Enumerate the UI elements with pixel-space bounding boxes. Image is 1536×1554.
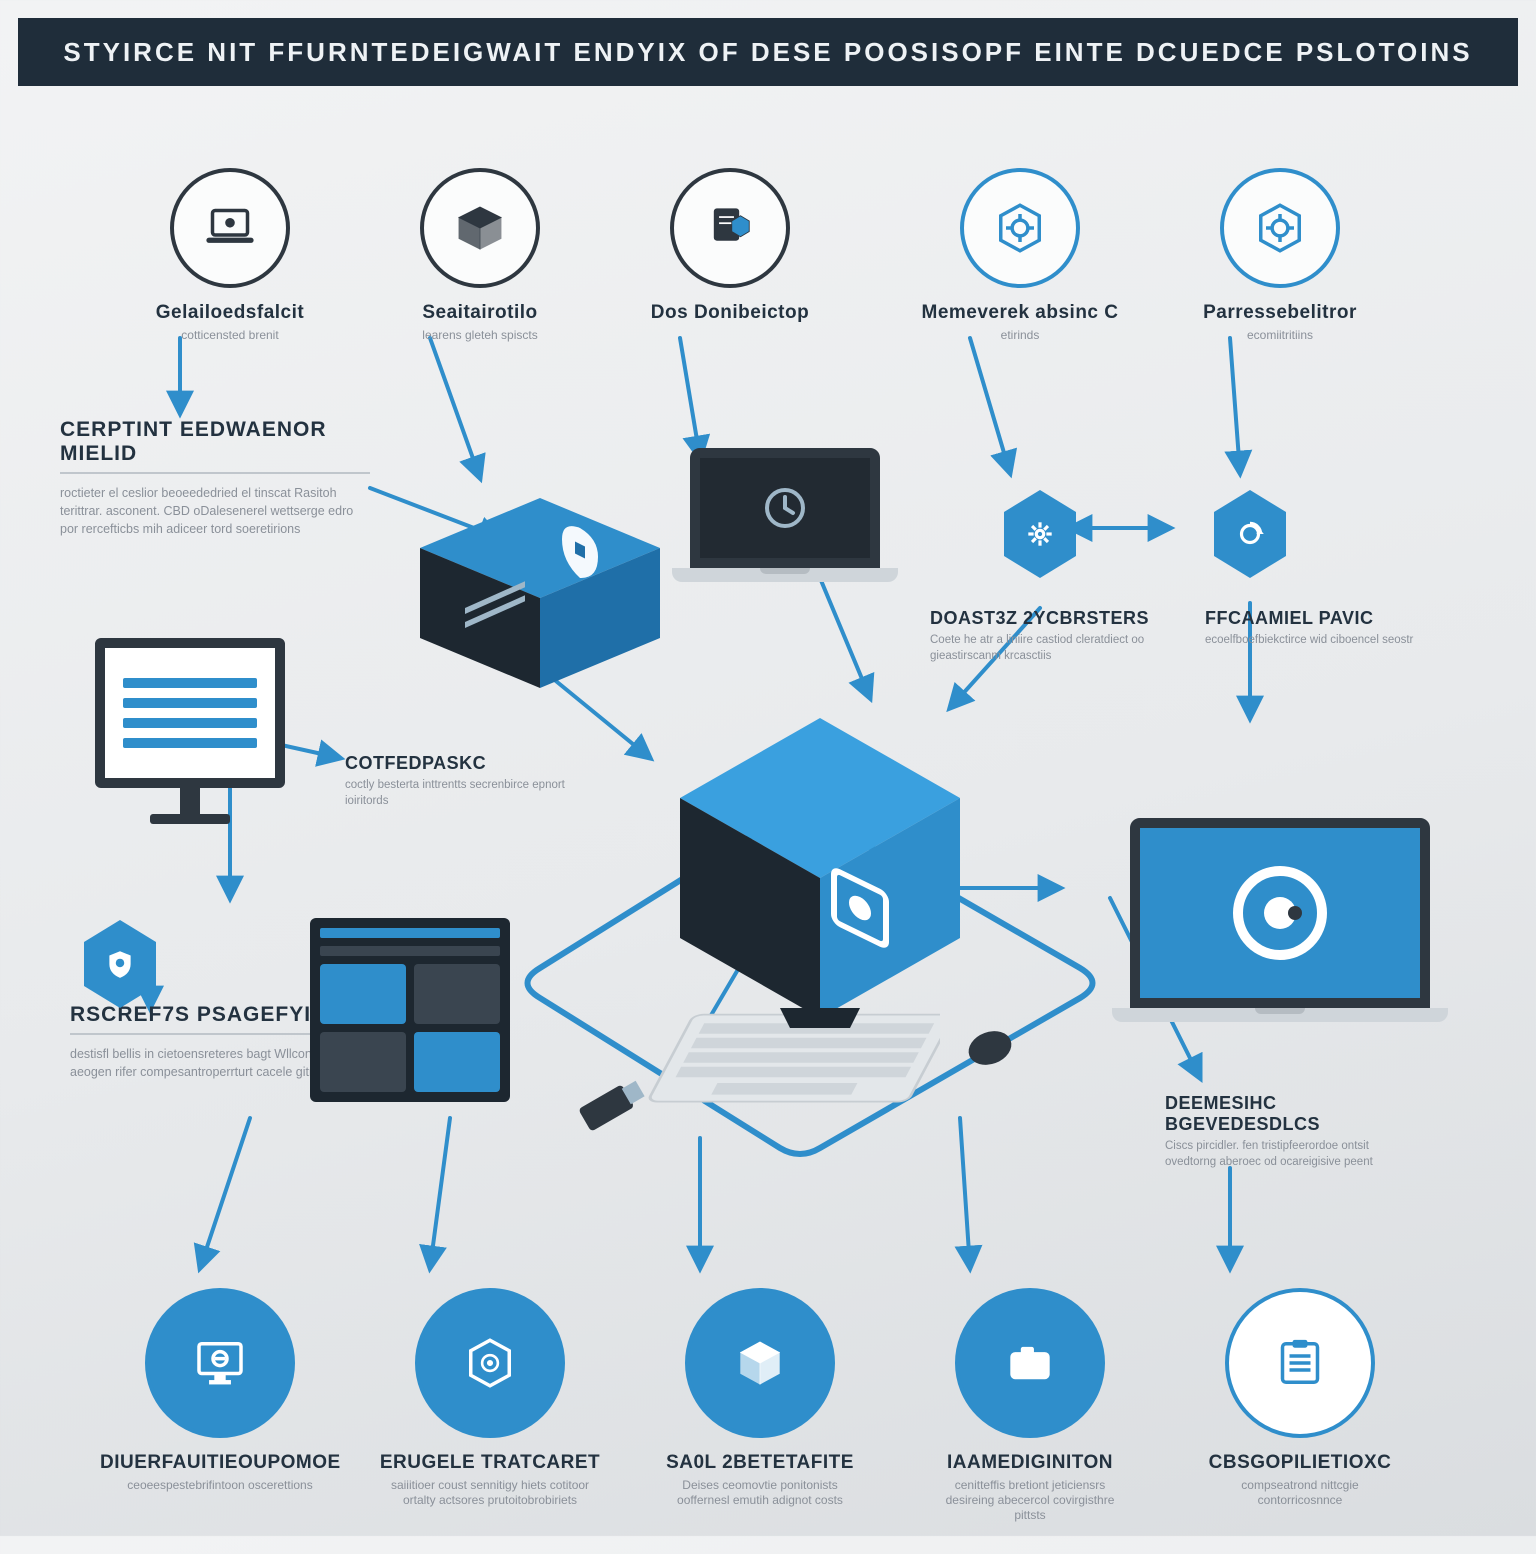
bottom-node-0: DIUERFAUITIEOUPOMOE ceoeespestebrifintoo… bbox=[100, 1288, 340, 1493]
arrow-14 bbox=[820, 578, 870, 698]
top-node-1-sub: learens gleteh spiscts bbox=[380, 328, 580, 343]
text-block-0: CERPTINT EEDWAENOR MIELID roctieter el c… bbox=[60, 418, 370, 538]
top-node-4: Parressebelitror ecomiitritiins bbox=[1170, 168, 1390, 343]
caption-2-body: ecoelfboefbiekctirce wid ciboencel seost… bbox=[1205, 633, 1413, 649]
diagram-stage: Gelailoedsfalcit cotticensted brenit Sea… bbox=[0, 18, 1536, 1554]
central-cube-icon bbox=[660, 708, 980, 1028]
bottom-node-0-title: DIUERFAUITIEOUPOMOE bbox=[100, 1452, 340, 1474]
text-block-0-body: roctieter el ceslior beoeededried el tin… bbox=[60, 484, 370, 538]
bottom-node-1-title: ERUGELE TRATCARET bbox=[370, 1452, 610, 1474]
top-node-1: Seaitairotilo learens gleteh spiscts bbox=[370, 168, 590, 343]
caption-3-body: Ciscs pircidler. fen tristipfeerordoe on… bbox=[1165, 1139, 1385, 1170]
arrow-3 bbox=[970, 338, 1010, 473]
top-node-0-icon bbox=[170, 168, 290, 288]
top-node-2-title: Dos Donibeictop bbox=[620, 302, 840, 324]
bottom-node-4-title: CBSGOPILIETIOXC bbox=[1180, 1452, 1420, 1474]
bottom-node-2: SA0L 2BETETAFITE Deises ceomovtie ponito… bbox=[640, 1288, 880, 1508]
hex-badge-2-icon bbox=[1233, 517, 1267, 551]
monitor-icon bbox=[95, 638, 285, 824]
top-node-2-icon bbox=[670, 168, 790, 288]
top-node-2: Dos Donibeictop bbox=[620, 168, 840, 328]
caption-2: FFCAAMIEL PAVIC ecoelfboefbiekctirce wid… bbox=[1205, 608, 1413, 649]
top-node-4-sub: ecomiitritiins bbox=[1180, 328, 1380, 343]
top-node-0-title: Gelailoedsfalcit bbox=[120, 302, 340, 324]
top-node-3-sub: etirinds bbox=[920, 328, 1120, 343]
caption-2-title: FFCAAMIEL PAVIC bbox=[1205, 608, 1413, 629]
laptop-small-icon bbox=[690, 448, 880, 582]
top-node-4-title: Parressebelitror bbox=[1170, 302, 1390, 324]
bottom-node-4-icon bbox=[1225, 1288, 1375, 1438]
hex-badge-2 bbox=[1210, 488, 1290, 580]
arrow-18 bbox=[430, 1118, 450, 1268]
text-block-0-title: CERPTINT EEDWAENOR MIELID bbox=[60, 418, 370, 474]
caption-0-title: COTFEDPASKC bbox=[345, 753, 565, 774]
hex-badge-1 bbox=[1000, 488, 1080, 580]
bottom-node-3: IAAMEDIGINITON cenitteffis bretiont jeti… bbox=[910, 1288, 1150, 1523]
laptop-large-icon bbox=[1130, 818, 1430, 1022]
hex-badge-0 bbox=[80, 918, 160, 1010]
caption-3: DEEMESIHC BGEVEDESDLCS Ciscs pircidler. … bbox=[1165, 1093, 1385, 1170]
caption-3-title: DEEMESIHC BGEVEDESDLCS bbox=[1165, 1093, 1385, 1135]
bottom-node-4-sub: compseatrond nittcgie contorricosnnce bbox=[1200, 1478, 1400, 1508]
bottom-node-1-icon bbox=[415, 1288, 565, 1438]
bottom-node-3-sub: cenitteffis bretiont jeticiensrs desirei… bbox=[930, 1478, 1130, 1523]
bottom-node-4: CBSGOPILIETIOXC compseatrond nittcgie co… bbox=[1180, 1288, 1420, 1508]
arrow-4 bbox=[1230, 338, 1240, 473]
bottom-node-3-title: IAAMEDIGINITON bbox=[910, 1452, 1150, 1474]
bottom-node-0-sub: ceoeespestebrifintoon oscerettions bbox=[120, 1478, 320, 1493]
bottom-node-0-icon bbox=[145, 1288, 295, 1438]
hex-badge-0-icon bbox=[103, 947, 137, 981]
caption-1-title: DOAST3Z 2YCBRSTERS bbox=[930, 608, 1150, 629]
arrow-20 bbox=[200, 1118, 250, 1268]
bottom-node-2-icon bbox=[685, 1288, 835, 1438]
top-node-0: Gelailoedsfalcit cotticensted brenit bbox=[120, 168, 340, 343]
arrow-1 bbox=[430, 338, 480, 478]
bottom-node-3-icon bbox=[955, 1288, 1105, 1438]
top-node-1-title: Seaitairotilo bbox=[370, 302, 590, 324]
top-node-0-sub: cotticensted brenit bbox=[130, 328, 330, 343]
caption-1-body: Coete he atr a liniire castiod cleratdie… bbox=[930, 633, 1150, 664]
server-box-icon bbox=[410, 488, 690, 708]
caption-1: DOAST3Z 2YCBRSTERS Coete he atr a liniir… bbox=[930, 608, 1150, 664]
top-node-3-icon bbox=[960, 168, 1080, 288]
usb-stick-icon bbox=[570, 1068, 660, 1138]
bottom-node-1-sub: saiiitioer coust sennitigy hiets cotitoo… bbox=[390, 1478, 590, 1508]
hex-badge-1-icon bbox=[1023, 517, 1057, 551]
top-node-3: Memeverek absinc C etirinds bbox=[910, 168, 1130, 343]
top-node-4-icon bbox=[1220, 168, 1340, 288]
bottom-node-2-sub: Deises ceomovtie ponitonists ooffernesl … bbox=[660, 1478, 860, 1508]
dashboard-panel-icon bbox=[310, 918, 510, 1102]
bottom-node-1: ERUGELE TRATCARET saiiitioer coust senni… bbox=[370, 1288, 610, 1508]
arrow-2 bbox=[680, 338, 700, 458]
bottom-node-2-title: SA0L 2BETETAFITE bbox=[640, 1452, 880, 1474]
top-node-3-title: Memeverek absinc C bbox=[910, 302, 1130, 324]
top-node-1-icon bbox=[420, 168, 540, 288]
